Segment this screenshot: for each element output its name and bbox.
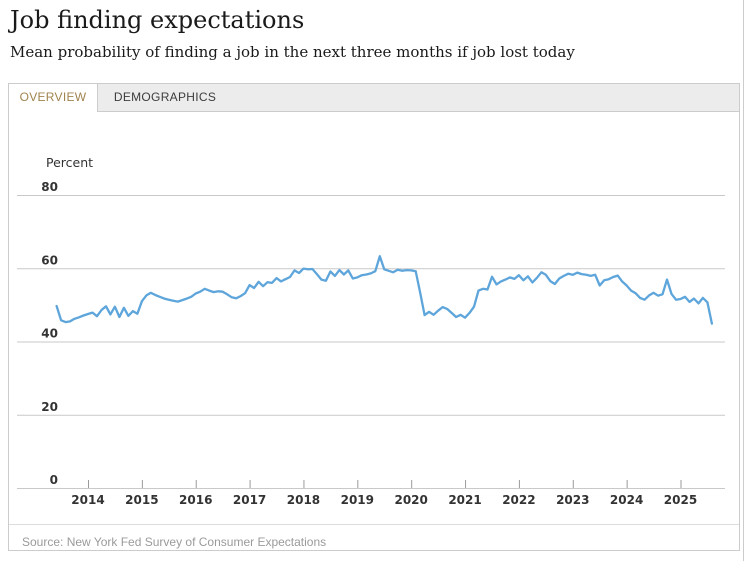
x-axis-tick-label: 2019 — [341, 493, 374, 507]
y-axis-tick-label: 40 — [41, 327, 58, 341]
x-axis-tick-label: 2015 — [125, 493, 158, 507]
x-axis-tick-label: 2016 — [179, 493, 212, 507]
x-axis-tick-label: 2022 — [502, 493, 535, 507]
series-line — [55, 255, 714, 325]
source-attribution: Source: New York Fed Survey of Consumer … — [22, 535, 327, 549]
y-axis-title: Percent — [46, 155, 94, 170]
x-axis-tick-label: 2025 — [664, 493, 697, 507]
tab-bar — [8, 83, 740, 112]
chart-panel — [8, 112, 740, 551]
x-axis-tick-label: 2014 — [71, 493, 104, 507]
y-axis-tick-label: 60 — [41, 253, 58, 267]
footer-divider — [9, 524, 739, 525]
x-axis-tick-label: 2023 — [556, 493, 589, 507]
tab-demographics[interactable]: DEMOGRAPHICS — [113, 90, 217, 104]
y-axis-tick-label: 80 — [41, 180, 58, 194]
page-subtitle: Mean probability of finding a job in the… — [10, 43, 575, 61]
page-right-border — [743, 0, 744, 561]
x-axis-tick-label: 2017 — [233, 493, 266, 507]
x-axis-tick-label: 2024 — [610, 493, 643, 507]
x-axis-tick-label: 2021 — [448, 493, 481, 507]
page-title: Job finding expectations — [10, 6, 305, 34]
y-axis-tick-label: 20 — [41, 400, 58, 414]
tab-overview[interactable]: OVERVIEW — [8, 83, 98, 112]
x-axis-tick-label: 2020 — [394, 493, 427, 507]
y-axis-tick-label: 0 — [50, 473, 58, 487]
x-axis-tick-label: 2018 — [287, 493, 320, 507]
